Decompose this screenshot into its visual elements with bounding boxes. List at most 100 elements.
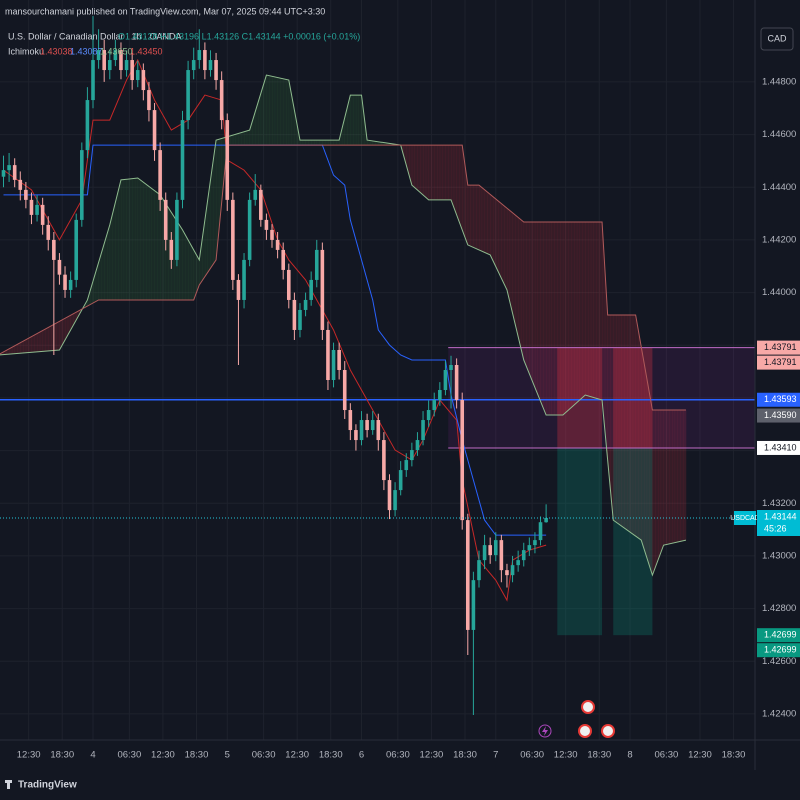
candle-body xyxy=(521,550,526,561)
cloud-fill xyxy=(644,362,648,558)
cloud-fill xyxy=(28,336,32,353)
cloud-fill xyxy=(604,268,608,461)
cloud-fill xyxy=(478,185,483,252)
event-icon[interactable] xyxy=(581,700,595,714)
lightning xyxy=(542,726,548,736)
indicator-value: 1.43038 xyxy=(40,46,73,56)
cloud-fill xyxy=(17,342,21,354)
candle-body xyxy=(231,199,235,280)
indicator-value: 1.43650 xyxy=(100,46,133,56)
cloud-fill xyxy=(39,330,43,352)
x-tick-label: 18:30 xyxy=(319,750,343,761)
event-icon[interactable] xyxy=(578,724,592,738)
cloud-fill xyxy=(498,201,502,279)
x-tick-label: 12:30 xyxy=(151,750,175,761)
target-zone xyxy=(613,447,653,636)
event-icon[interactable] xyxy=(601,724,615,738)
cloud-fill xyxy=(316,140,320,146)
cloud-fill xyxy=(249,120,253,146)
price-label: 1.43593 xyxy=(764,394,797,404)
candle-body xyxy=(158,150,162,200)
candle-body xyxy=(449,364,453,370)
ohlc-legend: O1.43128 H1.43196 L1.43126 C1.43144 +0.0… xyxy=(118,31,360,41)
cloud-fill xyxy=(669,410,673,544)
candle-body xyxy=(186,70,190,121)
candle-body xyxy=(510,565,515,576)
cloud-fill xyxy=(118,179,122,300)
cloud-fill xyxy=(106,224,111,300)
candle-body xyxy=(247,199,252,260)
cloud-fill xyxy=(409,145,413,186)
cloud-fill xyxy=(45,327,49,352)
candle-body xyxy=(393,490,397,511)
currency-button[interactable] xyxy=(760,27,794,51)
x-tick-label: 8 xyxy=(627,750,632,761)
cloud-fill xyxy=(255,102,259,146)
cloud-fill xyxy=(232,134,236,146)
candle-body xyxy=(410,450,414,461)
cloud-fill xyxy=(132,178,136,300)
cloud-fill xyxy=(434,145,438,200)
x-tick-label: 6 xyxy=(359,750,364,761)
x-tick-label: 5 xyxy=(225,750,230,761)
cloud-fill xyxy=(576,222,580,403)
x-tick-label: 06:30 xyxy=(386,750,410,761)
candle-body xyxy=(68,279,73,290)
y-tick-label: 1.43200 xyxy=(762,498,796,509)
cloud-fill xyxy=(663,410,667,546)
cloud-fill xyxy=(87,290,91,307)
candle-body xyxy=(387,480,392,511)
candle-body xyxy=(326,329,330,381)
cloud-fill xyxy=(579,222,583,401)
x-tick-label: 18:30 xyxy=(453,750,477,761)
cloud-fill xyxy=(196,254,200,293)
x-tick-label: 12:30 xyxy=(285,750,309,761)
cloud-fill xyxy=(638,330,642,541)
cloud-fill xyxy=(515,215,519,337)
candle-body xyxy=(466,520,470,630)
cloud-fill xyxy=(311,140,315,146)
cloud-fill xyxy=(506,208,511,302)
cloud-fill xyxy=(671,410,676,544)
brand-logo xyxy=(5,780,12,789)
cloud-fill xyxy=(260,84,264,146)
cloud-fill xyxy=(199,239,203,285)
cloud-fill xyxy=(146,184,150,300)
cloud-fill xyxy=(62,318,66,345)
cloud-fill xyxy=(683,410,687,541)
cloud-fill xyxy=(655,410,659,568)
event-icons xyxy=(538,700,615,738)
cloud-fill xyxy=(325,140,329,146)
currency-label: CAD xyxy=(767,33,787,43)
cloud-fill xyxy=(473,185,477,249)
cloud-fill xyxy=(327,140,332,146)
cloud-fill xyxy=(495,198,499,273)
ichimoku-span-b xyxy=(0,144,686,411)
candle-body xyxy=(130,60,134,81)
last-tag: USDCAD xyxy=(730,515,760,522)
last-price-box xyxy=(757,510,800,536)
y-tick-label: 1.42600 xyxy=(762,656,796,667)
candle-body xyxy=(1,170,6,177)
cloud-fill xyxy=(367,140,371,146)
price-label-box xyxy=(757,392,800,407)
cloud-fill xyxy=(428,145,432,200)
cloud-fill xyxy=(95,262,99,302)
cloud-fill xyxy=(288,80,292,146)
y-tick-label: 1.42400 xyxy=(762,708,796,719)
candle-body xyxy=(225,120,230,200)
candle-body xyxy=(432,400,437,411)
cloud-fill xyxy=(84,299,88,308)
cloud-fill xyxy=(123,179,127,300)
y-tick-label: 1.44000 xyxy=(762,287,796,298)
cloud-fill xyxy=(305,140,309,146)
axes: 1.448001.446001.444001.442001.440001.438… xyxy=(17,76,800,761)
cloud-fill xyxy=(157,192,161,300)
cloud-fill xyxy=(557,222,561,416)
candle-body xyxy=(242,259,246,300)
cloud-fill xyxy=(101,243,105,300)
candle-body xyxy=(370,420,375,431)
candle-body xyxy=(29,199,34,215)
zone xyxy=(448,347,755,448)
cloud-fill xyxy=(560,222,564,416)
